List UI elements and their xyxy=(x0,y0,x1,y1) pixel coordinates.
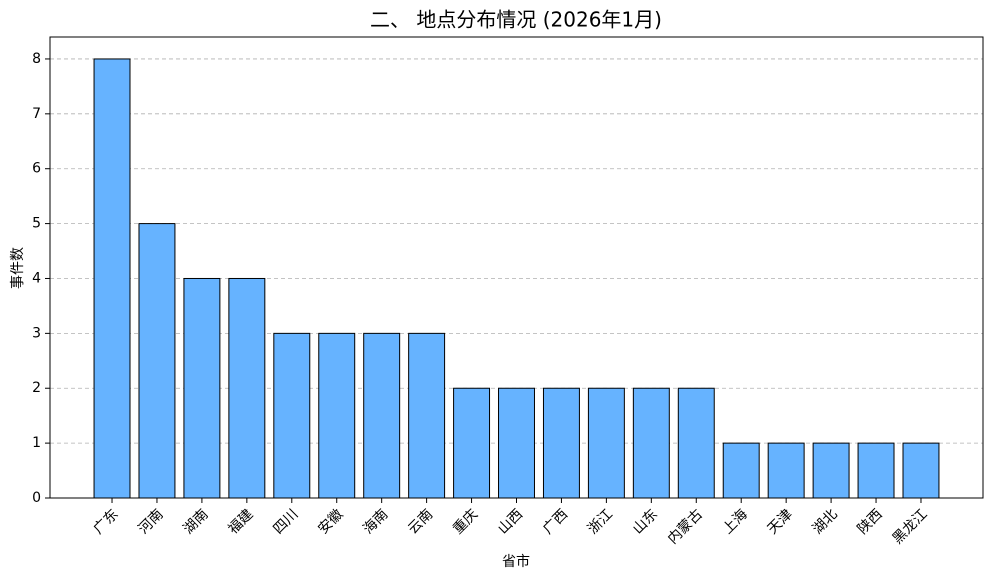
bar xyxy=(93,58,131,499)
bar xyxy=(722,442,760,499)
x-tick-label: 云南 xyxy=(405,506,436,537)
x-tick-label: 河南 xyxy=(136,506,167,537)
x-tick-label: 内蒙古 xyxy=(665,506,706,547)
y-tick-label: 2 xyxy=(32,380,41,396)
bar xyxy=(273,332,311,499)
bar xyxy=(767,442,805,499)
x-axis-label: 省市 xyxy=(502,553,530,570)
x-tick-label: 安徽 xyxy=(315,506,346,537)
bar xyxy=(183,277,221,499)
bar xyxy=(498,387,535,499)
y-tick-label: 4 xyxy=(32,270,41,286)
y-axis-label: 事件数 xyxy=(10,247,26,289)
x-tick-label: 广西 xyxy=(540,506,571,537)
bar xyxy=(453,387,491,499)
x-tick-label: 黑龙江 xyxy=(890,506,931,547)
x-tick-label: 上海 xyxy=(720,506,751,537)
x-tick-label: 重庆 xyxy=(450,506,481,537)
y-tick-label: 6 xyxy=(32,161,41,177)
x-tick-label: 天津 xyxy=(765,506,796,537)
x-tick-label: 陕西 xyxy=(855,506,886,537)
bar xyxy=(228,277,266,499)
x-tick-label: 浙江 xyxy=(585,506,616,537)
bar xyxy=(318,332,356,499)
bar xyxy=(857,442,895,499)
bar xyxy=(138,223,176,499)
x-tick-label: 海南 xyxy=(360,506,391,537)
y-tick-label: 3 xyxy=(32,325,41,341)
y-tick-label: 7 xyxy=(32,106,41,122)
bar xyxy=(408,332,446,499)
x-tick-label: 山东 xyxy=(630,506,661,537)
bar xyxy=(363,332,401,499)
y-tick-label: 5 xyxy=(32,216,41,232)
y-tick-label: 0 xyxy=(32,490,41,506)
bar xyxy=(587,387,625,499)
bar xyxy=(902,442,940,499)
bar xyxy=(542,387,580,499)
y-tick-label: 1 xyxy=(32,435,41,451)
plot-frame xyxy=(49,36,984,499)
x-tick-label: 四川 xyxy=(270,506,301,537)
chart-title: 二、 地点分布情况 (2026年1月) xyxy=(370,8,662,32)
x-tick-label: 福建 xyxy=(225,506,256,537)
x-tick-label: 湖南 xyxy=(180,506,211,537)
bar xyxy=(677,387,715,499)
x-tick-label: 湖北 xyxy=(810,506,841,537)
bar xyxy=(812,442,850,499)
x-tick-label: 广东 xyxy=(91,506,122,537)
x-tick-label: 山西 xyxy=(495,506,526,537)
bar xyxy=(632,387,670,499)
y-tick-label: 8 xyxy=(32,51,41,67)
